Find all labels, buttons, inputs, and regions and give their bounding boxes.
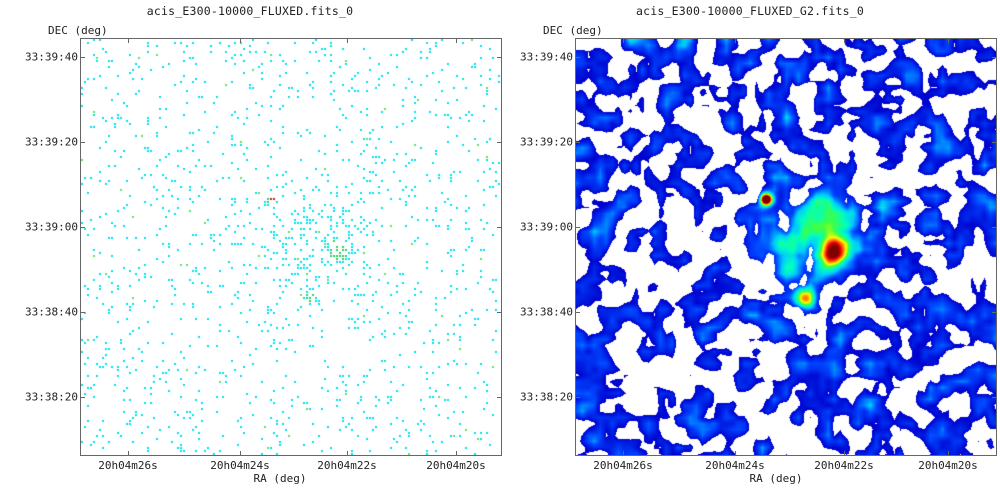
dec-tick-mark [992, 312, 997, 313]
ra-tick-label: 20h04m26s [593, 459, 653, 472]
ra-tick-mark [735, 451, 736, 456]
ra-tick-label: 20h04m24s [210, 459, 270, 472]
dec-tick-mark [497, 57, 502, 58]
ra-tick-mark [347, 451, 348, 456]
ra-tick-mark [240, 451, 241, 456]
dec-tick-mark [497, 397, 502, 398]
xray-image-smoothed[interactable] [576, 39, 996, 455]
dec-tick-mark [497, 142, 502, 143]
dec-tick-mark [80, 312, 85, 313]
dec-tick-label: 33:39:40 [25, 50, 78, 64]
dec-tick-mark [575, 312, 580, 313]
ra-tick-label: 20h04m26s [98, 459, 158, 472]
dec-tick-mark [80, 142, 85, 143]
dec-tick-mark [80, 57, 85, 58]
xray-image-raw[interactable] [81, 39, 501, 455]
dec-tick-mark [575, 227, 580, 228]
dec-tick-label: 33:39:40 [520, 50, 573, 64]
ra-tick-mark [240, 38, 241, 43]
image-frame[interactable] [575, 38, 997, 456]
dec-tick-label: 33:38:40 [25, 305, 78, 319]
x-axis-label: RA (deg) [749, 472, 803, 485]
ra-tick-label: 20h04m22s [317, 459, 377, 472]
ra-tick-mark [128, 38, 129, 43]
ra-tick-label: 20h04m20s [426, 459, 486, 472]
dec-tick-label: 33:38:20 [25, 390, 78, 404]
ra-tick-mark [456, 38, 457, 43]
ra-tick-mark [128, 451, 129, 456]
dec-tick-label: 33:38:40 [520, 305, 573, 319]
dec-tick-mark [575, 397, 580, 398]
x-axis-label: RA (deg) [253, 472, 307, 485]
dec-tick-label: 33:38:20 [520, 390, 573, 404]
dec-tick-mark [575, 142, 580, 143]
ra-tick-mark [623, 38, 624, 43]
ra-tick-label: 20h04m20s [918, 459, 978, 472]
ra-tick-mark [735, 38, 736, 43]
image-panel-left[interactable]: acis_E300-10000_FLUXED.fits_0 DEC (deg) … [0, 0, 502, 492]
y-axis-label: DEC (deg) [48, 24, 108, 37]
dec-tick-mark [992, 397, 997, 398]
dec-tick-label: 33:39:00 [25, 220, 78, 234]
image-frame[interactable] [80, 38, 502, 456]
ra-tick-mark [948, 38, 949, 43]
ra-tick-mark [844, 38, 845, 43]
ra-tick-mark [623, 451, 624, 456]
dec-tick-mark [992, 227, 997, 228]
dec-tick-mark [497, 312, 502, 313]
ra-tick-mark [948, 451, 949, 456]
dec-tick-mark [80, 397, 85, 398]
image-title: acis_E300-10000_FLUXED_G2.fits_0 [636, 4, 864, 18]
dec-tick-mark [992, 57, 997, 58]
image-panel-right[interactable]: acis_E300-10000_FLUXED_G2.fits_0 DEC (de… [500, 0, 1000, 492]
ra-tick-mark [347, 38, 348, 43]
dec-tick-mark [497, 227, 502, 228]
dec-tick-label: 33:39:20 [520, 135, 573, 149]
ra-tick-mark [844, 451, 845, 456]
dec-tick-label: 33:39:00 [520, 220, 573, 234]
dec-tick-mark [575, 57, 580, 58]
y-axis-label: DEC (deg) [543, 24, 603, 37]
dec-tick-mark [80, 227, 85, 228]
image-title: acis_E300-10000_FLUXED.fits_0 [146, 4, 354, 18]
ra-tick-mark [456, 451, 457, 456]
dec-tick-mark [992, 142, 997, 143]
ra-tick-label: 20h04m22s [814, 459, 874, 472]
ra-tick-label: 20h04m24s [705, 459, 765, 472]
dec-tick-label: 33:39:20 [25, 135, 78, 149]
